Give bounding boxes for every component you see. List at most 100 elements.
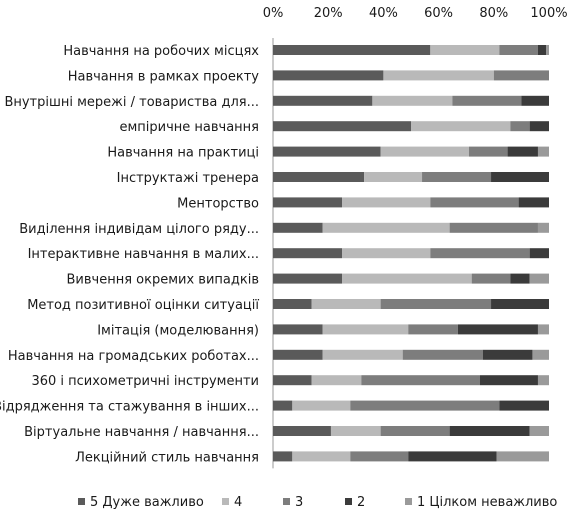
legend-swatch bbox=[283, 498, 290, 505]
x-axis-ticks: 0% 20% 40% 60% 80% 100% bbox=[263, 6, 568, 21]
category-labels: Навчання на робочих місцях Навчання в рам… bbox=[0, 44, 259, 465]
category-label: Метод позитивної оцінки ситуації bbox=[27, 298, 259, 313]
category-label: 360 і психометричні інструменти bbox=[31, 374, 259, 389]
bar-segment-2 bbox=[342, 273, 472, 284]
bar-segment-2 bbox=[383, 70, 494, 81]
bar-segment-4 bbox=[529, 248, 549, 259]
legend-label: 3 bbox=[295, 495, 303, 510]
category-label: Імітація (моделювання) bbox=[97, 323, 259, 338]
bar-segment-4 bbox=[482, 349, 533, 360]
bar-segment-1 bbox=[273, 375, 312, 386]
bar-segment-3 bbox=[430, 197, 519, 208]
legend-label: 5 Дуже важливо bbox=[90, 495, 204, 510]
bar-segment-4 bbox=[491, 172, 549, 182]
legend-swatch bbox=[78, 498, 85, 505]
bar-segment-2 bbox=[380, 146, 469, 157]
legend-label: 4 bbox=[234, 495, 242, 510]
bar-segment-4 bbox=[408, 451, 497, 462]
category-label: Відрядження та стажування в інших... bbox=[0, 400, 259, 415]
bar-segment-4 bbox=[518, 197, 549, 208]
bar-segment-4 bbox=[510, 273, 530, 284]
category-label: Навчання в рамках проекту bbox=[68, 69, 260, 84]
bar-segment-5 bbox=[529, 426, 549, 436]
legend: 5 Дуже важливо 4 3 2 1 Цілком неважливо bbox=[78, 495, 557, 510]
x-tick-label: 0% bbox=[263, 6, 284, 21]
bar-segment-5 bbox=[537, 375, 549, 386]
bar-segment-1 bbox=[273, 426, 331, 436]
bar-segment-2 bbox=[342, 197, 431, 208]
bar-segment-2 bbox=[364, 172, 423, 182]
bar-segment-4 bbox=[499, 400, 549, 411]
x-tick-label: 60% bbox=[424, 6, 453, 21]
bar-segment-5 bbox=[546, 45, 549, 55]
x-tick-label: 40% bbox=[369, 6, 398, 21]
bar-segment-3 bbox=[493, 70, 549, 81]
bar-segment-3 bbox=[510, 121, 530, 132]
bar-segment-2 bbox=[330, 426, 381, 436]
bar-segment-3 bbox=[452, 95, 522, 106]
bar-segment-2 bbox=[322, 222, 450, 233]
bar-segment-2 bbox=[322, 349, 403, 360]
bar-segment-1 bbox=[273, 222, 323, 233]
bar-segment-4 bbox=[529, 121, 549, 132]
bar-segment-3 bbox=[380, 299, 492, 309]
category-label: Виділення індивідам цілого ряду... bbox=[19, 222, 259, 237]
bar-segment-3 bbox=[350, 400, 500, 411]
bar-segment-4 bbox=[507, 146, 538, 157]
category-label: Навчання на практиці bbox=[107, 146, 259, 161]
bar-segment-2 bbox=[342, 248, 431, 259]
bar-segment-1 bbox=[273, 45, 431, 55]
bar-segment-2 bbox=[411, 121, 511, 132]
legend-swatch bbox=[405, 498, 412, 505]
bar-segment-3 bbox=[402, 349, 483, 360]
bar-segment-1 bbox=[273, 70, 384, 81]
bar-segment-1 bbox=[273, 172, 365, 182]
bar-segment-3 bbox=[380, 426, 450, 436]
category-label: Навчання на робочих місцях bbox=[63, 44, 259, 59]
bar-segment-5 bbox=[537, 324, 549, 335]
category-label: Лекційний стиль навчання bbox=[75, 450, 259, 465]
legend-swatch bbox=[345, 498, 352, 505]
x-tick-label: 80% bbox=[479, 6, 508, 21]
category-label: Інструктажі тренера bbox=[117, 171, 259, 186]
bar-segment-4 bbox=[491, 299, 549, 309]
bar-segment-3 bbox=[350, 451, 409, 462]
bar-segment-3 bbox=[449, 222, 538, 233]
category-label: Внутрішні мережі / товариства для... bbox=[4, 95, 259, 110]
x-tick-label: 100% bbox=[530, 6, 567, 21]
bar-segment-4 bbox=[457, 324, 538, 335]
bars bbox=[273, 45, 549, 462]
bar-segment-3 bbox=[430, 248, 530, 259]
x-tick-label: 20% bbox=[314, 6, 343, 21]
category-label: Менторство bbox=[177, 196, 259, 211]
bar-segment-1 bbox=[273, 95, 373, 106]
bar-segment-1 bbox=[273, 121, 411, 132]
bar-segment-3 bbox=[361, 375, 480, 386]
bar-segment-3 bbox=[422, 172, 492, 182]
legend-label: 2 bbox=[357, 495, 365, 510]
legend-label: 1 Цілком неважливо bbox=[417, 495, 557, 510]
bar-segment-2 bbox=[430, 45, 500, 55]
bar-segment-2 bbox=[292, 451, 351, 462]
category-label: Навчання на громадських роботах... bbox=[8, 349, 259, 364]
bar-segment-4 bbox=[480, 375, 538, 386]
bar-segment-1 bbox=[273, 197, 342, 208]
bar-segment-1 bbox=[273, 299, 312, 309]
category-label: Вивчення окремих випадків bbox=[67, 273, 260, 288]
bar-segment-4 bbox=[449, 426, 530, 436]
category-label: Віртуальне навчання / навчання... bbox=[24, 425, 259, 440]
bar-segment-1 bbox=[273, 273, 342, 284]
bar-segment-5 bbox=[529, 273, 549, 284]
bar-segment-2 bbox=[311, 375, 362, 386]
bar-segment-2 bbox=[322, 324, 409, 335]
bar-segment-2 bbox=[311, 299, 381, 309]
bar-segment-1 bbox=[273, 248, 342, 259]
category-label: Інтерактивне навчання в малих... bbox=[28, 247, 259, 262]
bar-segment-1 bbox=[273, 400, 293, 411]
bar-segment-4 bbox=[521, 95, 549, 106]
legend-swatch bbox=[222, 498, 229, 505]
bar-segment-1 bbox=[273, 146, 381, 157]
bar-segment-3 bbox=[471, 273, 511, 284]
bar-segment-1 bbox=[273, 349, 323, 360]
